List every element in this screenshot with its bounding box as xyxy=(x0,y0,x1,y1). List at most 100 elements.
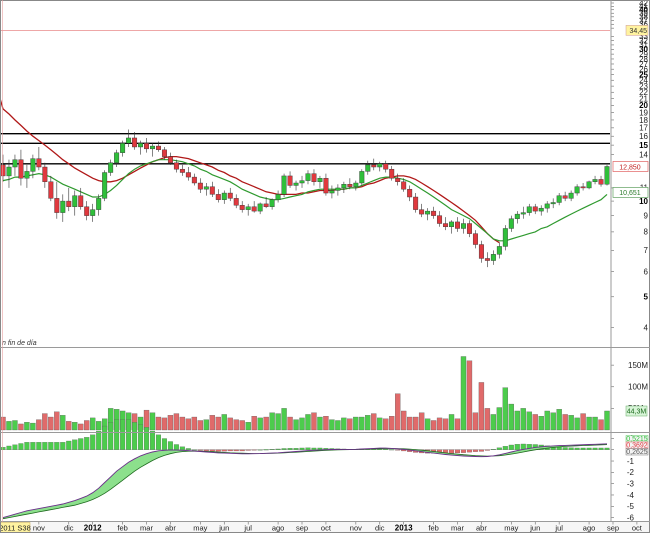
ref-level-label: 34,45 xyxy=(629,28,647,35)
candle-body xyxy=(461,223,466,229)
candle-body xyxy=(156,145,161,151)
volume-bar xyxy=(24,422,30,431)
candle-body xyxy=(455,221,460,229)
volume-bar xyxy=(185,418,192,431)
candle-body xyxy=(311,173,317,182)
macd-histogram-bar xyxy=(66,440,72,450)
candle-body xyxy=(203,186,209,190)
x-tick-label: 2013 xyxy=(395,524,413,533)
volume-bar xyxy=(478,382,485,431)
volume-bar xyxy=(221,414,227,431)
volume-bar xyxy=(562,414,568,431)
macd-histogram-bar xyxy=(496,447,502,450)
macd-histogram-bar xyxy=(449,449,455,454)
macd-line xyxy=(2,443,608,519)
macd-histogram-bar xyxy=(502,446,508,450)
price-tick-label: 33 xyxy=(639,32,648,41)
candle-body xyxy=(233,198,239,206)
candle-body xyxy=(138,143,144,148)
price-tick-label: 10 xyxy=(639,197,648,206)
volume-bar xyxy=(526,411,532,431)
volume-bar xyxy=(0,416,6,431)
candle-body xyxy=(317,178,323,182)
volume-bar xyxy=(550,412,556,431)
macd-histogram-bar xyxy=(484,449,490,451)
price-tick-label: 32 xyxy=(639,36,648,45)
candle-body xyxy=(179,168,185,173)
macd-histogram-bar xyxy=(454,449,461,454)
macd-histogram-bar xyxy=(209,449,215,452)
volume-bar xyxy=(30,422,36,431)
macd-histogram-bar xyxy=(269,449,275,450)
candle-body xyxy=(84,206,90,216)
volume-bar xyxy=(365,415,371,431)
candle-body xyxy=(6,166,12,177)
volume-bar xyxy=(490,414,497,431)
price-tick-label: 9 xyxy=(644,211,649,220)
volume-bar xyxy=(472,412,479,431)
x-tick-label: mar xyxy=(140,524,153,533)
candle-body xyxy=(371,164,377,168)
candle-body xyxy=(580,186,586,189)
volume-bar xyxy=(323,416,329,431)
candle-body xyxy=(269,199,275,207)
macd-histogram-bar xyxy=(251,449,257,451)
macd-histogram-bar xyxy=(263,449,269,451)
candle-body xyxy=(449,221,454,228)
volume-bar xyxy=(54,411,60,431)
x-tick-label: feb xyxy=(428,524,438,533)
macd-histogram-bar xyxy=(311,447,317,450)
macd-histogram-bar xyxy=(132,422,138,450)
candle-body xyxy=(275,194,281,200)
volume-bar xyxy=(287,416,293,431)
volume-bar xyxy=(377,417,383,431)
candle-body xyxy=(335,187,341,191)
candle-body xyxy=(532,206,538,212)
price-tick-label: 14 xyxy=(639,150,648,159)
macd-histogram-bar xyxy=(580,447,586,450)
ema-value-badge xyxy=(612,187,649,198)
volume-bar xyxy=(209,415,215,431)
macd-histogram-bar xyxy=(395,449,401,451)
price-tick-label: 16 xyxy=(639,132,648,141)
price-tick-label: 21 xyxy=(639,94,648,103)
candle-body xyxy=(389,168,395,179)
x-tick-label: nov xyxy=(33,524,45,533)
candle-body xyxy=(90,209,96,216)
volume-bar xyxy=(341,417,347,431)
candle-body xyxy=(293,182,299,186)
candle-body xyxy=(299,180,305,184)
candle-body xyxy=(437,215,443,224)
volume-bar xyxy=(281,408,287,431)
x-tick-label: sep xyxy=(607,524,619,533)
volume-bar xyxy=(161,417,168,431)
macd-histogram-bar xyxy=(96,430,102,450)
volume-bar xyxy=(574,417,580,431)
volume-bar xyxy=(442,418,449,431)
macd-tick-label: -2 xyxy=(627,468,635,477)
price-tick-label: 36 xyxy=(639,20,648,29)
x-tick-label: ago xyxy=(272,524,285,533)
volume-bar xyxy=(466,360,473,431)
volume-bar xyxy=(179,416,186,431)
volume-bar xyxy=(586,416,592,431)
macd-histogram-bar xyxy=(389,449,395,451)
x-tick-label: may xyxy=(504,524,518,533)
macd-histogram-bar xyxy=(586,447,592,450)
volume-bar xyxy=(18,423,24,431)
candle-body xyxy=(538,207,544,212)
candle-body xyxy=(586,181,592,189)
price-tick-label: 15 xyxy=(639,141,648,150)
macd-histogram-bar xyxy=(299,447,305,450)
volume-bar xyxy=(197,420,204,431)
candle-body xyxy=(508,218,514,229)
macd-histogram-bar xyxy=(197,449,203,451)
macd-histogram-bar xyxy=(161,438,167,450)
candle-body xyxy=(287,175,293,186)
volume-bar xyxy=(556,409,562,431)
candle-body xyxy=(365,164,371,172)
candle-body xyxy=(550,202,556,205)
volume-bar xyxy=(6,421,12,431)
macd-histogram-bar xyxy=(191,449,197,451)
candle-body xyxy=(36,158,42,168)
